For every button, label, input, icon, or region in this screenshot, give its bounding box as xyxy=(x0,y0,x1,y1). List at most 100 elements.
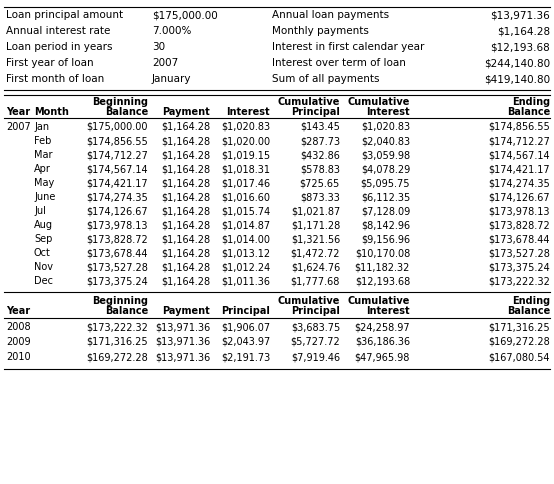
Text: $175,000.00: $175,000.00 xyxy=(152,10,218,20)
Text: Beginning: Beginning xyxy=(92,97,148,107)
Text: $13,971.36: $13,971.36 xyxy=(490,10,550,20)
Text: $2,043.97: $2,043.97 xyxy=(220,337,270,347)
Text: $47,965.98: $47,965.98 xyxy=(355,352,410,362)
Text: 2008: 2008 xyxy=(6,322,30,332)
Text: $174,856.55: $174,856.55 xyxy=(86,136,148,146)
Text: $24,258.97: $24,258.97 xyxy=(355,322,410,332)
Text: $13,971.36: $13,971.36 xyxy=(155,337,210,347)
Text: $173,222.32: $173,222.32 xyxy=(488,276,550,286)
Text: $12,193.68: $12,193.68 xyxy=(355,276,410,286)
Text: Loan principal amount: Loan principal amount xyxy=(6,10,123,20)
Text: $174,126.67: $174,126.67 xyxy=(86,206,148,216)
Text: Principal: Principal xyxy=(291,107,340,117)
Text: $725.65: $725.65 xyxy=(300,178,340,188)
Text: $169,272.28: $169,272.28 xyxy=(488,337,550,347)
Text: $1,016.60: $1,016.60 xyxy=(221,192,270,202)
Text: $2,040.83: $2,040.83 xyxy=(361,136,410,146)
Text: $1,014.87: $1,014.87 xyxy=(221,220,270,230)
Text: Interest over term of loan: Interest over term of loan xyxy=(272,58,406,68)
Text: $7,919.46: $7,919.46 xyxy=(291,352,340,362)
Text: $169,272.28: $169,272.28 xyxy=(86,352,148,362)
Text: $1,011.36: $1,011.36 xyxy=(221,276,270,286)
Text: January: January xyxy=(152,74,192,84)
Text: 2009: 2009 xyxy=(6,337,30,347)
Text: Principal: Principal xyxy=(221,306,270,316)
Text: Oct: Oct xyxy=(34,248,51,258)
Text: Interest in first calendar year: Interest in first calendar year xyxy=(272,42,424,52)
Text: $1,164.28: $1,164.28 xyxy=(161,150,210,160)
Text: $174,274.35: $174,274.35 xyxy=(488,178,550,188)
Text: First month of loan: First month of loan xyxy=(6,74,104,84)
Text: $1,018.31: $1,018.31 xyxy=(221,164,270,174)
Text: $1,164.28: $1,164.28 xyxy=(497,26,550,36)
Text: Ending: Ending xyxy=(512,97,550,107)
Text: $171,316.25: $171,316.25 xyxy=(86,337,148,347)
Text: Cumulative: Cumulative xyxy=(347,296,410,306)
Text: Interest: Interest xyxy=(227,107,270,117)
Text: Balance: Balance xyxy=(105,107,148,117)
Text: $167,080.54: $167,080.54 xyxy=(489,352,550,362)
Text: $419,140.80: $419,140.80 xyxy=(484,74,550,84)
Text: $173,678.44: $173,678.44 xyxy=(489,234,550,244)
Text: $1,164.28: $1,164.28 xyxy=(161,136,210,146)
Text: $1,013.12: $1,013.12 xyxy=(221,248,270,258)
Text: $1,164.28: $1,164.28 xyxy=(161,234,210,244)
Text: 7.000%: 7.000% xyxy=(152,26,191,36)
Text: $1,164.28: $1,164.28 xyxy=(161,164,210,174)
Text: $7,128.09: $7,128.09 xyxy=(361,206,410,216)
Text: $173,828.72: $173,828.72 xyxy=(488,220,550,230)
Text: Mar: Mar xyxy=(34,150,53,160)
Text: 2007: 2007 xyxy=(152,58,178,68)
Text: $9,156.96: $9,156.96 xyxy=(361,234,410,244)
Text: $173,828.72: $173,828.72 xyxy=(86,234,148,244)
Text: Balance: Balance xyxy=(507,306,550,316)
Text: $173,375.24: $173,375.24 xyxy=(488,262,550,272)
Text: 2010: 2010 xyxy=(6,352,30,362)
Text: $432.86: $432.86 xyxy=(300,150,340,160)
Text: $578.83: $578.83 xyxy=(300,164,340,174)
Text: $1,164.28: $1,164.28 xyxy=(161,220,210,230)
Text: Cumulative: Cumulative xyxy=(278,97,340,107)
Text: $174,856.55: $174,856.55 xyxy=(488,122,550,132)
Text: $174,421.17: $174,421.17 xyxy=(86,178,148,188)
Text: $13,971.36: $13,971.36 xyxy=(155,352,210,362)
Text: $1,164.28: $1,164.28 xyxy=(161,206,210,216)
Text: $173,222.32: $173,222.32 xyxy=(86,322,148,332)
Text: $873.33: $873.33 xyxy=(300,192,340,202)
Text: $1,017.46: $1,017.46 xyxy=(221,178,270,188)
Text: $13,971.36: $13,971.36 xyxy=(155,322,210,332)
Text: $174,567.14: $174,567.14 xyxy=(86,164,148,174)
Text: $1,019.15: $1,019.15 xyxy=(221,150,270,160)
Text: $173,527.28: $173,527.28 xyxy=(86,262,148,272)
Text: $173,978.13: $173,978.13 xyxy=(86,220,148,230)
Text: Jan: Jan xyxy=(34,122,49,132)
Text: $174,712.27: $174,712.27 xyxy=(86,150,148,160)
Text: Beginning: Beginning xyxy=(92,296,148,306)
Text: $1,171.28: $1,171.28 xyxy=(291,220,340,230)
Text: $1,020.00: $1,020.00 xyxy=(221,136,270,146)
Text: $5,095.75: $5,095.75 xyxy=(361,178,410,188)
Text: $1,014.00: $1,014.00 xyxy=(221,234,270,244)
Text: $173,978.13: $173,978.13 xyxy=(489,206,550,216)
Text: $10,170.08: $10,170.08 xyxy=(355,248,410,258)
Text: $1,015.74: $1,015.74 xyxy=(220,206,270,216)
Text: $174,567.14: $174,567.14 xyxy=(489,150,550,160)
Text: Sum of all payments: Sum of all payments xyxy=(272,74,379,84)
Text: $1,906.07: $1,906.07 xyxy=(221,322,270,332)
Text: $6,112.35: $6,112.35 xyxy=(361,192,410,202)
Text: Apr: Apr xyxy=(34,164,51,174)
Text: $1,321.56: $1,321.56 xyxy=(291,234,340,244)
Text: Monthly payments: Monthly payments xyxy=(272,26,369,36)
Text: $3,059.98: $3,059.98 xyxy=(361,150,410,160)
Text: First year of loan: First year of loan xyxy=(6,58,94,68)
Text: Sep: Sep xyxy=(34,234,53,244)
Text: Nov: Nov xyxy=(34,262,53,272)
Text: Principal: Principal xyxy=(291,306,340,316)
Text: $3,683.75: $3,683.75 xyxy=(291,322,340,332)
Text: Year: Year xyxy=(6,107,30,117)
Text: Interest: Interest xyxy=(366,107,410,117)
Text: $143.45: $143.45 xyxy=(300,122,340,132)
Text: $174,712.27: $174,712.27 xyxy=(488,136,550,146)
Text: $174,274.35: $174,274.35 xyxy=(86,192,148,202)
Text: $11,182.32: $11,182.32 xyxy=(355,262,410,272)
